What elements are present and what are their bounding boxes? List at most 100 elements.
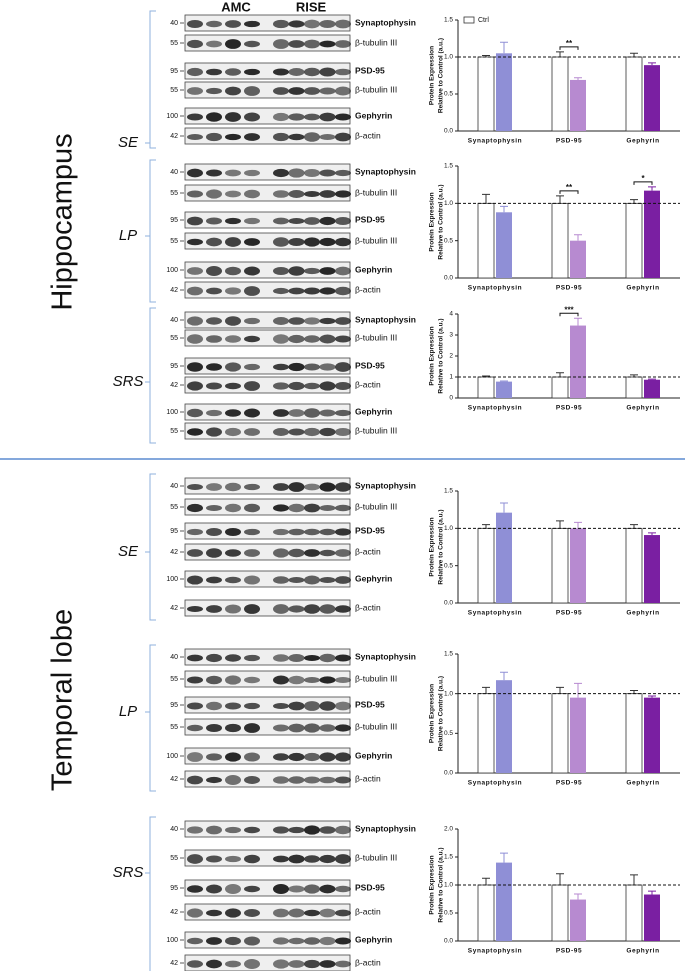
blot-band bbox=[225, 908, 241, 918]
blot-band bbox=[273, 724, 289, 732]
blot-band bbox=[206, 287, 222, 295]
protein-label: Synaptophysin bbox=[355, 823, 416, 833]
group-label: LP bbox=[119, 703, 137, 720]
group-label: SRS bbox=[113, 864, 144, 881]
blot-band bbox=[335, 362, 351, 372]
blot-band bbox=[319, 169, 336, 177]
blot-band bbox=[288, 113, 305, 121]
blot-band bbox=[206, 112, 222, 122]
x-tick-label: Synaptophysin bbox=[468, 610, 522, 617]
blot-band bbox=[273, 654, 289, 662]
blot-band bbox=[225, 335, 241, 343]
blot-band bbox=[288, 133, 305, 141]
mw-label: 95 bbox=[170, 363, 178, 370]
blot-band bbox=[335, 504, 351, 512]
blot-band bbox=[187, 238, 203, 246]
blot-band bbox=[335, 909, 351, 917]
blot-band bbox=[187, 67, 203, 77]
blot-band bbox=[206, 776, 222, 784]
protein-label: PSD-95 bbox=[355, 65, 385, 75]
error-bar bbox=[648, 186, 656, 191]
blot-band bbox=[187, 20, 203, 28]
protein-label: β-actin bbox=[355, 773, 381, 783]
y-tick-label: 4 bbox=[449, 311, 453, 318]
bar bbox=[496, 53, 512, 131]
bar bbox=[551, 202, 569, 279]
blot-band bbox=[187, 428, 203, 436]
y-tick-label: 1.5 bbox=[444, 163, 453, 170]
blot-band bbox=[273, 776, 289, 784]
blot-band bbox=[319, 653, 336, 663]
x-tick-label: Synaptophysin bbox=[468, 285, 522, 292]
error-bar bbox=[574, 893, 582, 900]
blot-band bbox=[335, 676, 351, 684]
significance-label: *** bbox=[564, 305, 574, 314]
error-bar bbox=[482, 686, 490, 694]
blot-band bbox=[288, 87, 305, 95]
blot-band bbox=[288, 168, 305, 178]
blot-band bbox=[206, 169, 222, 177]
protein-label: β-tubulin III bbox=[355, 332, 397, 342]
x-tick-label: PSD-95 bbox=[556, 405, 582, 412]
blot-band bbox=[206, 237, 222, 247]
blot-band bbox=[288, 675, 305, 685]
bar bbox=[477, 693, 495, 774]
bar bbox=[570, 528, 586, 603]
blot-band bbox=[187, 39, 203, 49]
mw-label: 40 bbox=[170, 826, 178, 833]
error-bar bbox=[574, 234, 582, 241]
blot-band bbox=[273, 504, 289, 512]
blot-band bbox=[244, 238, 260, 246]
protein-label: Gephyrin bbox=[355, 934, 392, 944]
blot-band bbox=[335, 724, 351, 732]
blot-band bbox=[319, 112, 336, 122]
y-tick-label: 0.5 bbox=[444, 562, 453, 569]
blot-band bbox=[273, 39, 289, 49]
blot-band bbox=[319, 528, 336, 536]
bar bbox=[644, 535, 660, 603]
blot-band bbox=[304, 408, 320, 418]
blot-band bbox=[273, 826, 289, 834]
x-tick-label: Gephyrin bbox=[626, 780, 659, 787]
blot-band bbox=[206, 504, 222, 512]
blot-band bbox=[225, 287, 241, 295]
bar bbox=[570, 240, 586, 278]
error-bar bbox=[630, 689, 638, 694]
blot-band bbox=[335, 549, 351, 557]
blot-band bbox=[206, 548, 222, 558]
blot-band bbox=[319, 267, 336, 275]
mw-label: 95 bbox=[170, 68, 178, 75]
blot-band bbox=[187, 960, 203, 968]
protein-label: Gephyrin bbox=[355, 264, 392, 274]
bar bbox=[477, 884, 495, 942]
protein-label: β-tubulin III bbox=[355, 425, 397, 435]
mw-label: 40 bbox=[170, 20, 178, 27]
blot-band bbox=[319, 884, 336, 894]
blot-band bbox=[244, 68, 260, 76]
blot-band bbox=[244, 885, 260, 893]
blot-band bbox=[288, 482, 305, 492]
blot-band bbox=[225, 68, 241, 76]
significance-label: ** bbox=[566, 39, 573, 48]
blot-band bbox=[319, 363, 336, 371]
bar bbox=[551, 693, 569, 774]
protein-label: β-tubulin III bbox=[355, 84, 397, 94]
blot-band bbox=[206, 427, 222, 437]
blot-band bbox=[288, 528, 305, 536]
y-tick-label: 1 bbox=[449, 374, 453, 381]
blot-band bbox=[319, 576, 336, 584]
blot-band bbox=[304, 909, 320, 917]
blot-band bbox=[304, 19, 320, 29]
blot-band bbox=[206, 317, 222, 325]
blot-band bbox=[335, 605, 351, 613]
y-tick-label: 1.0 bbox=[444, 54, 453, 61]
mw-label: 55 bbox=[170, 335, 178, 342]
bracket bbox=[145, 644, 156, 792]
blot-band bbox=[187, 775, 203, 785]
blot-band bbox=[319, 752, 336, 762]
blot-band bbox=[244, 381, 260, 391]
x-tick-label: Synaptophysin bbox=[468, 138, 522, 145]
error-bar bbox=[482, 193, 490, 204]
protein-label: PSD-95 bbox=[355, 699, 385, 709]
blot-band bbox=[288, 548, 305, 558]
